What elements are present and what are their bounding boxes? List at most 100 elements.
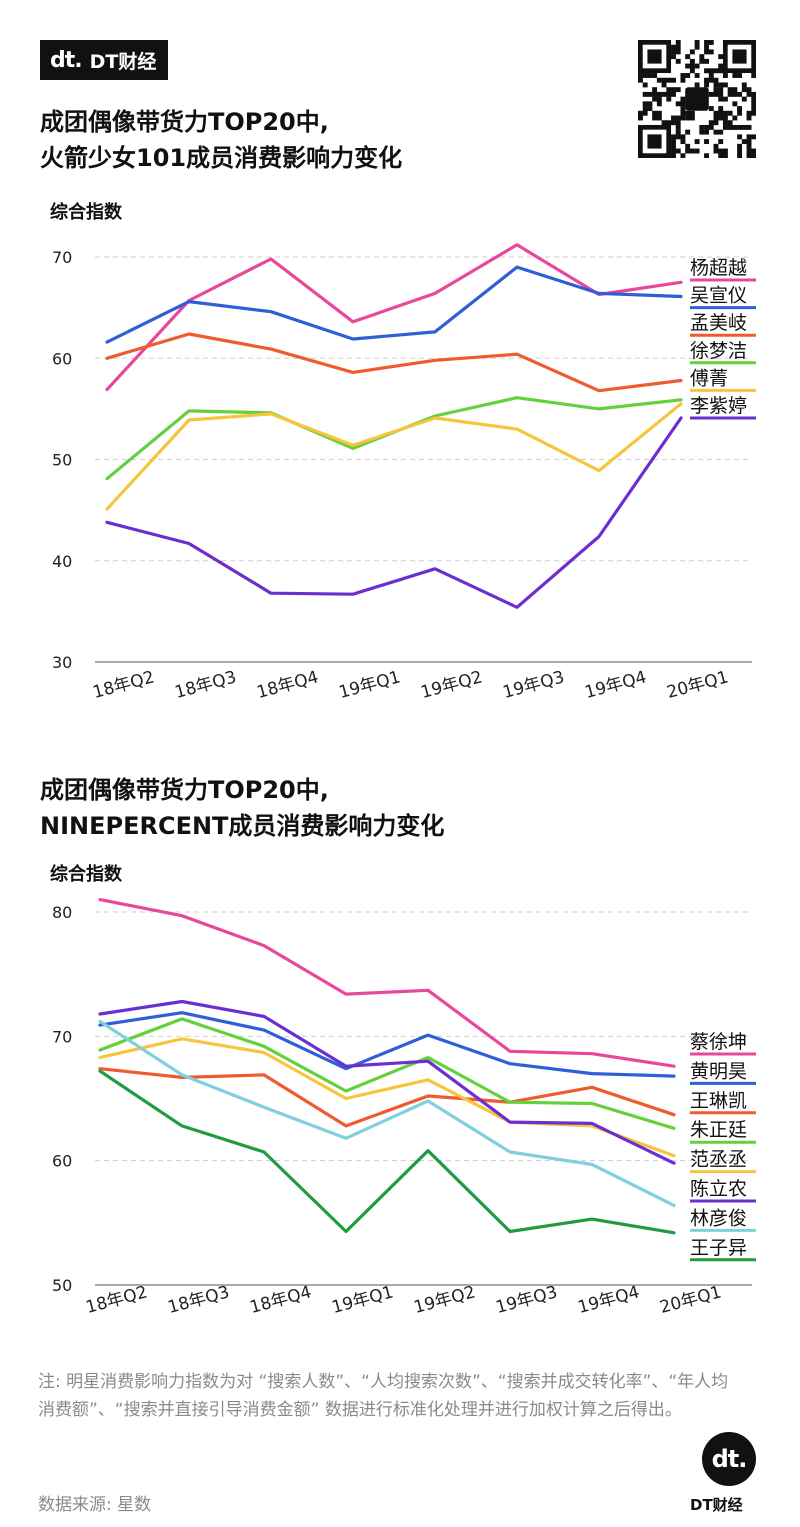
qr-module: [656, 96, 662, 102]
qr-module: [666, 77, 672, 83]
qr-module: [689, 58, 695, 64]
qr-module: [689, 63, 695, 69]
qr-module: [713, 129, 719, 135]
qr-code-icon: [638, 40, 756, 158]
series-line-6: [98, 999, 676, 1165]
qr-module: [746, 110, 752, 116]
x-tick-label: 19年Q4: [583, 667, 649, 703]
y-tick-label: 80: [52, 903, 72, 922]
qr-module: [656, 91, 662, 97]
qr-module: [671, 148, 676, 154]
y-axis-label: 综合指数: [50, 863, 123, 885]
x-tick-label: 18年Q2: [91, 667, 157, 703]
y-tick-label: 60: [52, 1152, 72, 1171]
qr-module: [718, 129, 724, 135]
qr-module: [671, 54, 676, 60]
qr-module: [713, 115, 719, 121]
qr-module: [638, 77, 643, 83]
qr-module: [647, 73, 653, 78]
qr-module: [746, 87, 752, 93]
qr-module: [647, 101, 653, 107]
qr-module: [694, 40, 700, 45]
qr-module: [746, 124, 752, 130]
qr-module: [751, 106, 756, 111]
legend-label: 傅菁: [690, 367, 728, 389]
qr-module: [675, 129, 681, 135]
qr-module: [722, 73, 728, 78]
x-tick-label: 18年Q2: [84, 1282, 150, 1318]
qr-module: [675, 115, 681, 121]
qr-module: [737, 148, 743, 154]
qr-module: [713, 77, 719, 83]
qr-module: [751, 110, 756, 116]
qr-module: [732, 101, 738, 107]
qr-module: [741, 87, 747, 93]
qr-module: [675, 134, 681, 140]
qr-module: [704, 40, 709, 45]
qr-module: [642, 91, 648, 97]
qr-module: [722, 153, 728, 158]
qr-module: [737, 153, 743, 158]
qr-module: [675, 40, 681, 45]
qr-module: [741, 124, 747, 130]
qr-module: [699, 58, 705, 64]
qr-module: [718, 68, 724, 74]
legend-label: 王子异: [690, 1237, 747, 1259]
qr-module: [708, 77, 714, 83]
chart1-line-chart: 综合指数 30 40 50 60 70 18年Q2 18年Q3 18年Q4 19年Q1 19年Q2 1…: [50, 201, 756, 703]
series-line-8: [98, 1069, 676, 1235]
qr-module: [718, 87, 724, 93]
methodology-note: 注: 明星消费影响力指数为对 “搜索人数”、“人均搜索次数”、“搜索并成交转化率…: [38, 1372, 729, 1420]
qr-module: [751, 91, 756, 97]
qr-module: [685, 148, 691, 154]
qr-module: [694, 63, 700, 69]
qr-module: [704, 124, 709, 130]
qr-module: [718, 82, 724, 88]
qr-module: [713, 143, 719, 149]
qr-module: [722, 124, 728, 130]
qr-module: [732, 91, 738, 97]
qr-module: [652, 96, 658, 102]
qr-module: [685, 129, 691, 135]
qr-module: [680, 153, 686, 158]
legend-label: 朱正廷: [690, 1119, 747, 1141]
qr-module: [722, 110, 728, 116]
qr-module: [718, 54, 724, 60]
qr-module: [675, 101, 681, 107]
series-line-5: [98, 1037, 676, 1158]
qr-module: [685, 115, 691, 121]
qr-module: [694, 44, 700, 50]
qr-module: [751, 96, 756, 102]
qr-module: [732, 115, 738, 121]
y-tick-label: 30: [52, 653, 72, 672]
qr-module: [751, 153, 756, 158]
qr-module: [656, 115, 662, 121]
series-line-5: [105, 402, 683, 511]
qr-center-logo: [685, 87, 709, 111]
qr-module: [732, 73, 738, 78]
qr-module: [680, 101, 686, 107]
y-tick-label: 50: [52, 451, 72, 470]
qr-module: [671, 134, 676, 140]
legend-label: 王琳凯: [690, 1090, 747, 1112]
qr-module: [638, 115, 643, 121]
qr-module: [671, 49, 676, 55]
qr-module: [694, 139, 700, 145]
qr-module: [708, 120, 714, 126]
qr-module: [671, 44, 676, 50]
qr-module: [746, 115, 752, 121]
qr-module: [638, 73, 643, 78]
qr-module: [737, 134, 743, 140]
x-tick-label: 19年Q1: [337, 667, 403, 703]
qr-module: [671, 143, 676, 149]
qr-module: [727, 120, 733, 126]
chart2-title-line2: NINEPERCENT成员消费影响力变化: [40, 812, 445, 840]
qr-module: [741, 139, 747, 145]
brand-logo-icon: dt.: [50, 47, 83, 73]
qr-module: [704, 153, 709, 158]
qr-module: [642, 106, 648, 111]
qr-module: [718, 139, 724, 145]
qr-module: [713, 82, 719, 88]
chart1-title-line1: 成团偶像带货力TOP20中,: [40, 108, 329, 136]
qr-module: [694, 148, 700, 154]
